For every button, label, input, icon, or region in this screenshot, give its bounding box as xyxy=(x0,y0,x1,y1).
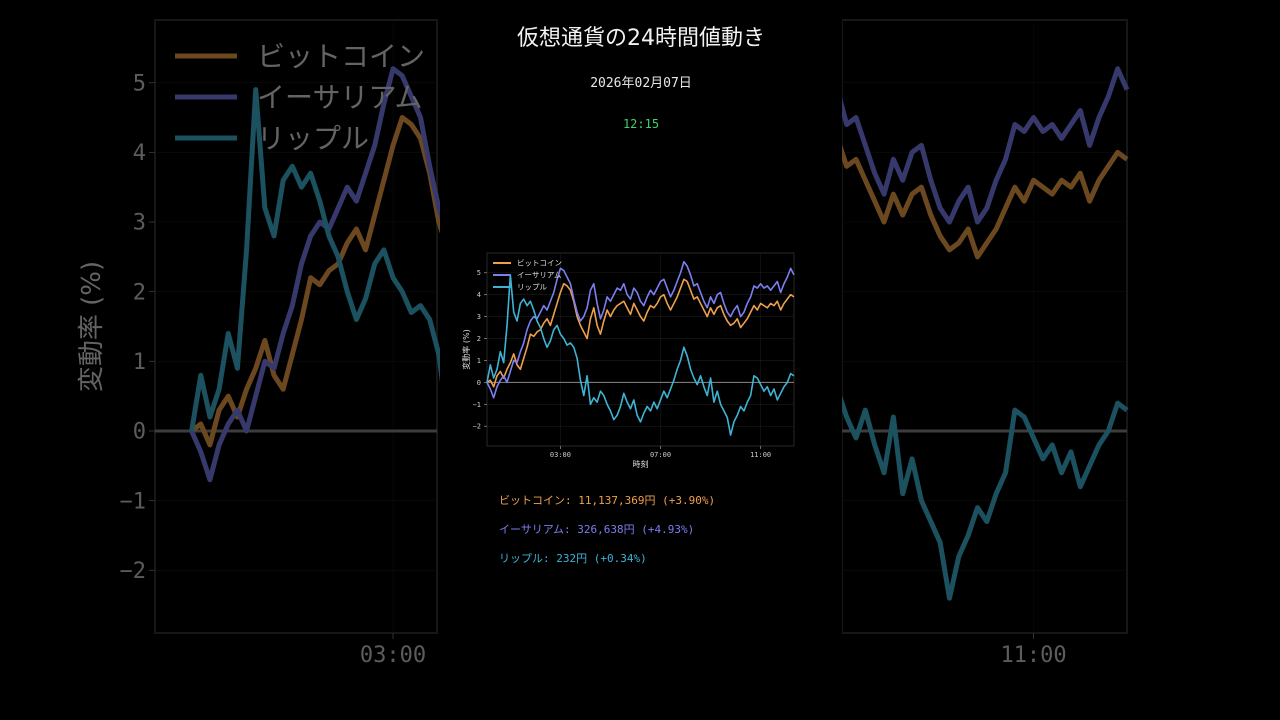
legend-label-eth: イーサリアム xyxy=(517,271,561,280)
y-tick-label: −1 xyxy=(473,401,481,409)
y-tick-label: 2 xyxy=(477,335,481,343)
time-label: 12:15 xyxy=(622,117,660,131)
series-line-xrp xyxy=(842,395,1129,601)
y-axis-label: 変動率 (%) xyxy=(77,261,107,392)
main-panel: 仮想通貨の24時間値動き 2026年02月07日 12:15 −2 −1 0 1 2 3 4… xyxy=(440,0,842,720)
plot-frame xyxy=(154,19,438,634)
background-chart-left: −2 −1 0 1 2 3 4 5 03:00 変動率 (%) ビットコイン イーサリアム リップル xyxy=(0,0,440,720)
plot-frame xyxy=(842,19,1128,634)
y-tick-label: −1 xyxy=(120,489,147,514)
x-tick-label: 11:00 xyxy=(750,451,771,459)
legend-label-btc: ビットコイン xyxy=(257,40,425,73)
chart-container: −2 −1 0 1 2 3 4 5 03:00 07:00 11:00 変動率 (%) 時刻 ビットコイン… xyxy=(460,250,800,470)
y-tick-label: 1 xyxy=(477,357,481,365)
y-tick-label: 0 xyxy=(477,379,481,387)
series-line-eth xyxy=(189,66,440,483)
y-tick-label: 3 xyxy=(133,211,146,236)
series-line-btc xyxy=(190,115,440,448)
price-eth-text: イーサリアム: 326,638円 (+4.93%) xyxy=(499,523,695,536)
y-tick-label: 4 xyxy=(477,291,481,299)
legend-label-eth: イーサリアム xyxy=(257,81,422,114)
x-tick-label: 11:00 xyxy=(1000,643,1066,668)
legend-label-xrp: リップル xyxy=(257,122,369,155)
date-label: 2026年02月07日 xyxy=(590,76,692,91)
series-line-xrp xyxy=(189,87,440,432)
x-tick-label: 03:00 xyxy=(550,451,571,459)
series-line-eth xyxy=(486,260,795,399)
x-axis-label: 時刻 xyxy=(633,459,649,469)
y-axis-label: 変動率 (%) xyxy=(461,329,471,369)
plot-frame xyxy=(486,252,795,447)
page-title: 仮想通貨の24時間値動き xyxy=(517,26,765,51)
y-tick-label: 2 xyxy=(133,280,146,305)
y-tick-label: 5 xyxy=(477,269,481,277)
series-line-eth xyxy=(842,66,1130,225)
y-tick-label: 3 xyxy=(477,313,481,321)
legend-label-xrp: リップル xyxy=(517,283,547,292)
line-chart: −2 −1 0 1 2 3 4 5 03:00 07:00 11:00 変動率 (%) 時刻 ビットコイン… xyxy=(461,252,795,469)
y-tick-label: −2 xyxy=(473,423,481,431)
y-tick-label: 0 xyxy=(133,420,146,445)
price-xrp-text: リップル: 232円 (+0.34%) xyxy=(499,552,647,565)
series-line-btc xyxy=(842,144,1129,260)
price-eth: イーサリアム: 326,638円 (+4.93%) xyxy=(499,521,694,537)
legend-label-btc: ビットコイン xyxy=(517,259,562,268)
price-btc: ビットコイン: 11,137,369円 (+3.90%) xyxy=(499,492,715,508)
y-tick-label: 4 xyxy=(133,141,146,166)
series-line-btc xyxy=(486,278,795,388)
y-tick-label: 5 xyxy=(133,71,146,96)
x-tick-label: 07:00 xyxy=(650,451,671,459)
background-chart-right: −2−101234511:00 xyxy=(842,0,1280,720)
price-xrp: リップル: 232円 (+0.34%) xyxy=(499,550,647,566)
series-line-xrp xyxy=(486,274,795,436)
background-chart-right-svg: −2−101234511:00 xyxy=(842,19,1130,668)
y-tick-label: 1 xyxy=(133,350,146,375)
x-tick-label: 03:00 xyxy=(360,643,426,668)
price-btc-text: ビットコイン: 11,137,369円 (+3.90%) xyxy=(499,494,716,507)
y-tick-label: −2 xyxy=(120,559,147,584)
